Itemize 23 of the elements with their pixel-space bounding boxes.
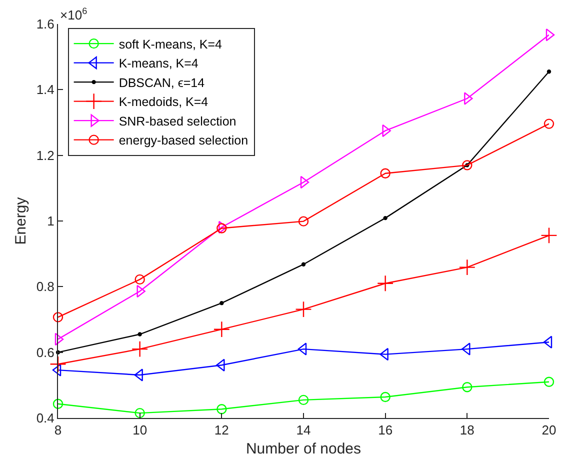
legend-label: energy-based selection	[118, 134, 248, 148]
legend-label: K-medoids, K=4	[118, 95, 208, 110]
y-tick-label: 1	[47, 214, 54, 229]
legend-label: DBSCAN, ϵ=14	[118, 76, 205, 90]
y-tick-label: 0.4	[36, 410, 54, 426]
x-tick-label: 14	[296, 422, 311, 438]
y-tick-label: 0.8	[36, 279, 54, 294]
x-tick-label: 12	[214, 422, 229, 438]
y-tick-label: 1.4	[36, 82, 54, 98]
y-tick-label: 1.6	[36, 16, 54, 32]
legend-label: SNR-based selection	[118, 114, 236, 128]
y-tick-label: 1.2	[36, 148, 54, 163]
x-tick-label: 16	[378, 422, 393, 438]
x-tick-label: 8	[54, 422, 62, 438]
legend-label: soft K-means, K=4	[118, 37, 222, 52]
x-tick-label: 18	[460, 422, 474, 438]
x-axis-title: Number of nodes	[246, 440, 362, 458]
y-tick-label: 0.6	[36, 344, 54, 360]
x-tick-label: 20	[542, 422, 556, 438]
y-axis-title: Energy	[12, 196, 30, 245]
x-tick-label: 10	[132, 422, 148, 438]
legend-label: K-means, K=4	[118, 56, 198, 71]
text: ×10$^{6}$	[60, 6, 88, 22]
